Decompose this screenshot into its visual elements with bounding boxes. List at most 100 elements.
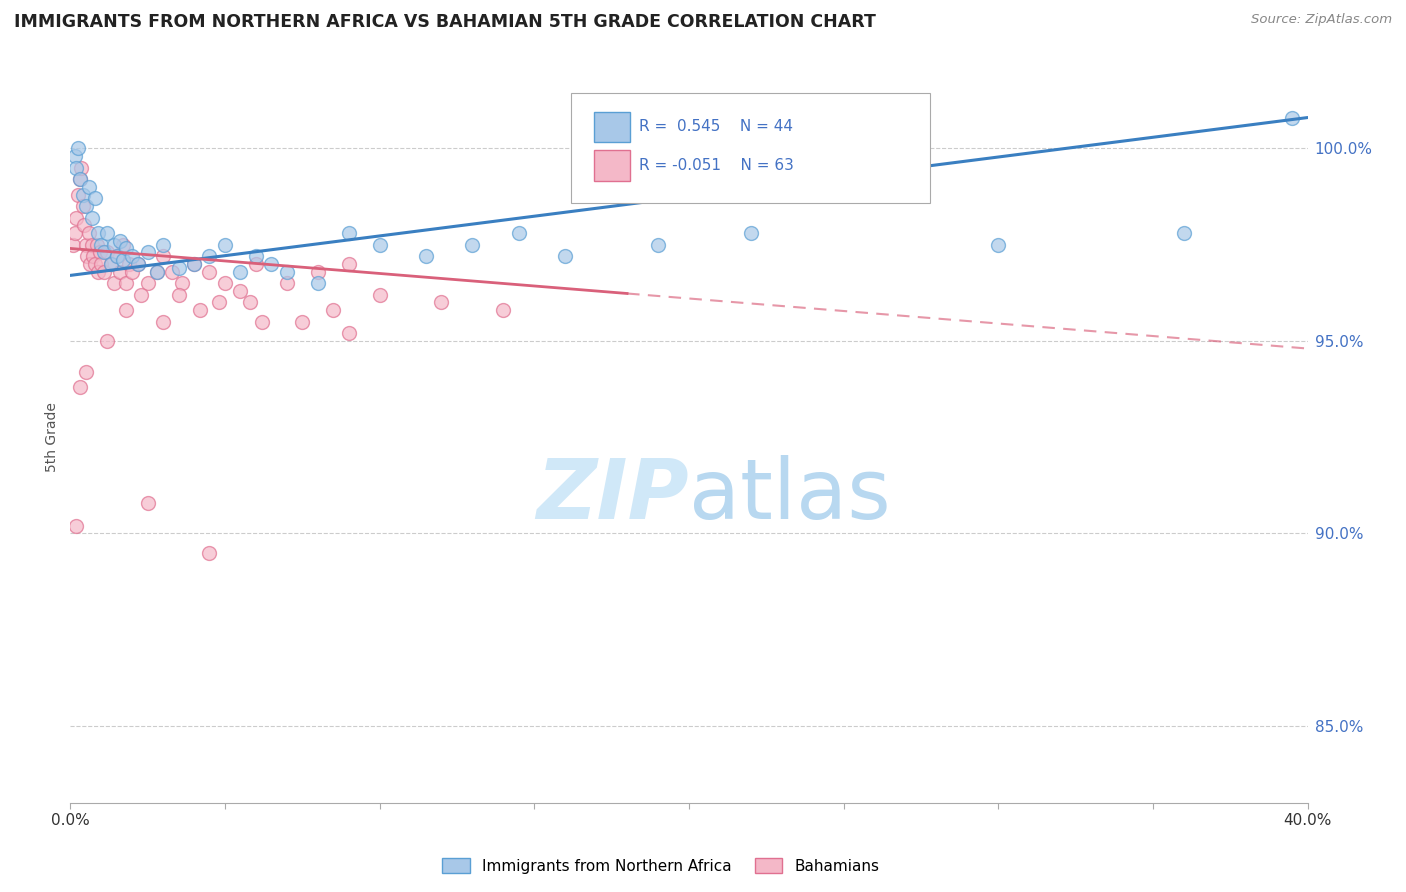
Point — [183, 257, 205, 271]
Point — [105, 249, 128, 263]
Point — [118, 257, 141, 271]
Point — [90, 237, 112, 252]
Point — [80, 211, 103, 225]
Point — [63, 226, 86, 240]
Point — [69, 172, 91, 186]
Point — [415, 249, 437, 263]
Text: R =  0.545    N = 44: R = 0.545 N = 44 — [640, 120, 793, 135]
Point — [87, 264, 110, 278]
Point — [121, 249, 143, 263]
Point — [214, 276, 236, 290]
Point — [65, 161, 87, 175]
Point — [239, 295, 262, 310]
Point — [103, 237, 125, 252]
Point — [72, 199, 94, 213]
Point — [170, 276, 193, 290]
Point — [115, 242, 138, 256]
Point — [152, 315, 174, 329]
Point — [65, 211, 87, 225]
Point — [245, 257, 267, 271]
Point — [146, 264, 169, 278]
Text: R = -0.051    N = 63: R = -0.051 N = 63 — [640, 158, 794, 173]
Point — [96, 334, 118, 348]
Point — [167, 287, 190, 301]
Point — [1173, 226, 1195, 240]
Point — [75, 237, 97, 252]
Point — [322, 303, 344, 318]
Point — [82, 249, 105, 263]
Point — [492, 303, 515, 318]
Point — [167, 260, 190, 275]
Point — [276, 276, 298, 290]
Point — [86, 237, 108, 252]
Point — [198, 545, 221, 559]
Point — [93, 245, 115, 260]
Point — [554, 249, 576, 263]
Point — [76, 249, 98, 263]
FancyBboxPatch shape — [571, 94, 931, 203]
Point — [183, 257, 205, 271]
Point — [162, 264, 184, 278]
Point — [100, 257, 122, 271]
Point — [90, 257, 112, 271]
Point — [208, 295, 231, 310]
Point — [96, 245, 118, 260]
Point — [103, 276, 125, 290]
Point — [368, 237, 391, 252]
Point — [65, 518, 87, 533]
Point — [740, 226, 762, 240]
Point — [62, 237, 84, 252]
Point — [121, 264, 143, 278]
Point — [152, 237, 174, 252]
Point — [131, 287, 153, 301]
Point — [111, 252, 134, 267]
Point — [146, 264, 169, 278]
Point — [69, 172, 91, 186]
Point — [430, 295, 453, 310]
Point — [508, 226, 530, 240]
Point — [105, 249, 128, 263]
Point — [198, 249, 221, 263]
Point — [115, 303, 138, 318]
FancyBboxPatch shape — [593, 112, 630, 143]
Point — [127, 257, 149, 271]
Point — [461, 237, 484, 252]
Point — [79, 257, 101, 271]
Point — [93, 264, 115, 278]
Text: ZIP: ZIP — [536, 455, 689, 536]
Point — [250, 315, 273, 329]
Text: IMMIGRANTS FROM NORTHERN AFRICA VS BAHAMIAN 5TH GRADE CORRELATION CHART: IMMIGRANTS FROM NORTHERN AFRICA VS BAHAM… — [14, 13, 876, 31]
Point — [245, 249, 267, 263]
Point — [291, 315, 314, 329]
Point — [89, 245, 111, 260]
Point — [368, 287, 391, 301]
Point — [229, 284, 252, 298]
Point — [87, 226, 110, 240]
Point — [136, 245, 159, 260]
Point — [307, 264, 329, 278]
Point — [67, 187, 90, 202]
Point — [127, 257, 149, 271]
Point — [214, 237, 236, 252]
Point — [67, 141, 90, 155]
Point — [260, 257, 283, 271]
Point — [111, 237, 134, 252]
Point — [77, 179, 100, 194]
Point — [188, 303, 211, 318]
Point — [108, 234, 131, 248]
Point — [75, 199, 97, 213]
Point — [198, 264, 221, 278]
Point — [229, 264, 252, 278]
Y-axis label: 5th Grade: 5th Grade — [45, 402, 59, 472]
Point — [100, 257, 122, 271]
Point — [136, 495, 159, 509]
Point — [307, 276, 329, 290]
Point — [337, 257, 360, 271]
Point — [152, 249, 174, 263]
Point — [115, 276, 138, 290]
Point — [63, 149, 86, 163]
Point — [276, 264, 298, 278]
Point — [69, 380, 91, 394]
Point — [84, 257, 107, 271]
Point — [1281, 111, 1303, 125]
